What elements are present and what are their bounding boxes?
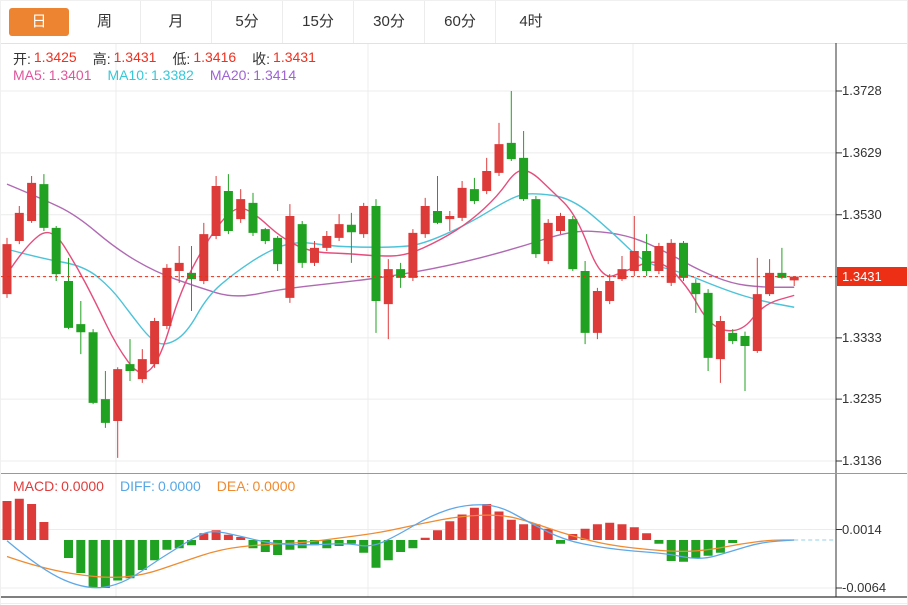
diff-value: 0.0000 [157,478,201,494]
tab-15min[interactable]: 15分 [282,1,353,43]
ma20-value: 1.3414 [253,67,297,83]
dea-label: DEA: [216,478,250,494]
price-axis-label: 1.3530 [842,206,882,222]
tab-60min[interactable]: 60分 [424,1,495,43]
tab-5min[interactable]: 5分 [211,1,282,43]
ma10-label: MA10: [107,67,148,83]
high-label: 高: [92,51,111,67]
open-label: 开: [13,51,31,67]
price-axis-label: 1.3728 [842,83,882,98]
price-axis-label: 1.3333 [842,329,882,345]
macd-value: 0.0000 [61,478,104,494]
price-axis-label: 1.3235 [842,391,882,407]
high-value: 1.3431 [113,49,157,65]
ohlc-info-bar: 开: 1.3425 高: 1.3431 低: 1.3416 收: 1.3431 [13,49,316,69]
ma5-label: MA5: [13,67,46,83]
close-label: 收: [252,51,271,67]
tab-week[interactable]: 周 [96,13,112,30]
tab-day[interactable]: 日 [9,8,69,36]
dea-value: 0.0000 [252,478,296,494]
macd-info-bar: MACD: 0.0000 DIFF: 0.0000 DEA: 0.0000 [13,478,295,494]
open-value: 1.3425 [33,49,77,65]
price-axis-label: 1.3136 [842,453,882,468]
ma5-value: 1.3401 [48,67,92,83]
tab-4hour[interactable]: 4时 [495,1,566,43]
macd-axis-label: 0.0014 [842,521,882,537]
diff-label: DIFF: [119,478,155,494]
tab-30min[interactable]: 30分 [353,1,424,43]
current-price-tag: 1.3431 [837,267,907,287]
macd-label: MACD: [13,478,59,494]
price-axis-label: 1.3629 [842,144,882,160]
close-value: 1.3431 [273,49,316,65]
timeframe-tabs: 日 周 月 5分 15分 30分 60分 4时 [1,1,834,43]
tab-month[interactable]: 月 [140,1,211,43]
ma-info-bar: MA5: 1.3401 MA10: 1.3382 MA20: 1.3414 [13,67,296,83]
macd-axis-label: -0.0064 [842,580,887,595]
low-value: 1.3416 [193,49,237,65]
ma20-label: MA20: [209,67,251,83]
low-label: 低: [172,51,191,67]
ma10-value: 1.3382 [150,67,194,83]
